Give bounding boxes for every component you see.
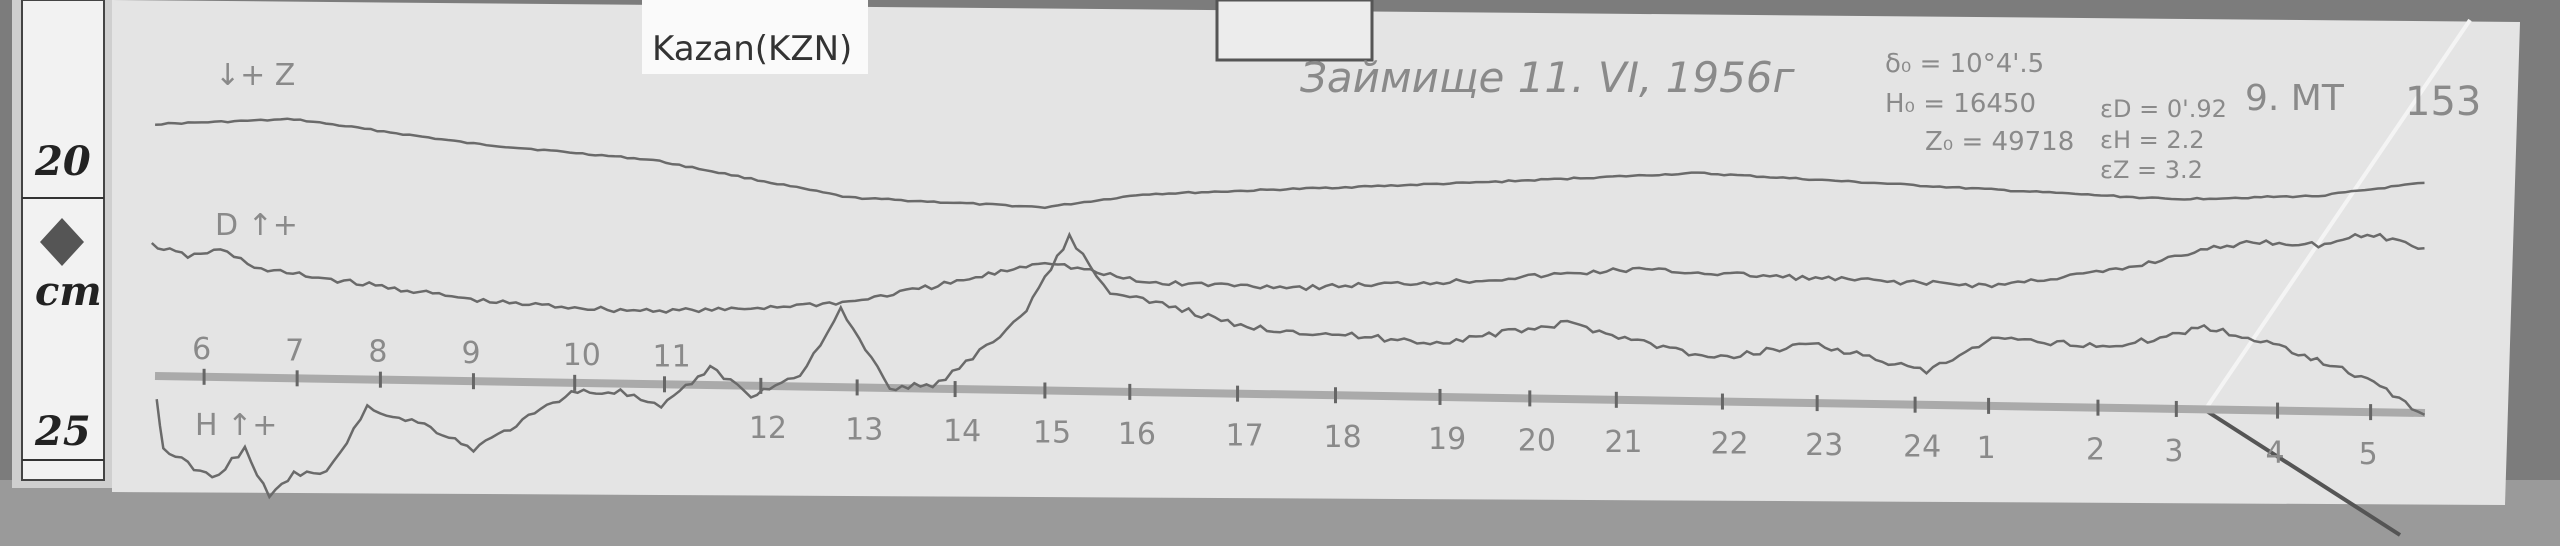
scale-eD: εD = 0'.92 xyxy=(2100,95,2227,123)
hour-label: 7 xyxy=(285,333,304,368)
ruler-logo-icon xyxy=(40,218,84,266)
baseline-d0: δ₀ = 10°4'.5 xyxy=(1885,49,2044,79)
trace-z xyxy=(155,117,2425,210)
hour-label: 14 xyxy=(943,414,981,449)
hour-label: 12 xyxy=(749,411,787,446)
hour-label: 13 xyxy=(845,412,883,447)
hour-label: 5 xyxy=(2359,437,2378,472)
hour-label: 21 xyxy=(1604,425,1642,460)
hour-label: 1 xyxy=(1977,431,1996,466)
hour-label: 17 xyxy=(1226,419,1264,454)
hour-label: 23 xyxy=(1805,428,1843,463)
hour-label: 16 xyxy=(1118,417,1156,452)
scale-eH: εH = 2.2 xyxy=(2100,126,2205,154)
hour-label: 2 xyxy=(2086,433,2105,468)
hour-label: 6 xyxy=(192,332,211,367)
trace-label-z: ↓+ Z xyxy=(215,58,295,93)
hour-label: 22 xyxy=(1710,427,1748,462)
hour-label: 15 xyxy=(1033,416,1071,451)
baseline-z0: Z₀ = 49718 xyxy=(1925,127,2074,157)
scale-eZ: εZ = 3.2 xyxy=(2100,156,2203,184)
hour-label: 3 xyxy=(2164,434,2183,469)
time-axis-line xyxy=(154,372,2426,417)
station-label-card xyxy=(642,0,868,74)
trace-label-d: D ↑+ xyxy=(215,208,298,243)
ruler-top-value: 20 xyxy=(34,138,91,185)
hour-label: 4 xyxy=(2266,436,2285,471)
hour-label: 11 xyxy=(652,339,690,374)
glass-edge-lower xyxy=(2203,408,2402,537)
hour-label: 18 xyxy=(1324,420,1362,455)
baseline-h0: H₀ = 16450 xyxy=(1885,89,2036,119)
station-label: Kazan(KZN) xyxy=(652,29,852,69)
trace-label-h: H ↑+ xyxy=(195,408,277,443)
hour-label: 9 xyxy=(461,336,480,371)
sheet-number: 153 xyxy=(2405,79,2481,125)
time-note: 9. МТ xyxy=(2245,78,2345,119)
clip-card xyxy=(1215,0,1374,62)
ruler-bottom-value: 25 xyxy=(34,408,91,455)
hour-label: 8 xyxy=(368,335,387,370)
trace-h xyxy=(155,231,2426,500)
glass-edge xyxy=(2203,18,2472,412)
trace-d xyxy=(150,232,2425,314)
hour-label: 19 xyxy=(1428,422,1466,457)
hour-label: 24 xyxy=(1903,430,1941,465)
paper-sheet xyxy=(112,0,2520,505)
hour-label: 20 xyxy=(1518,423,1556,458)
ruler: 20 cm 25 xyxy=(12,0,112,488)
observatory-date: Займище 11. VI, 1956г xyxy=(1300,53,1796,102)
ruler-unit: cm xyxy=(35,268,102,315)
hour-label: 10 xyxy=(563,338,601,373)
